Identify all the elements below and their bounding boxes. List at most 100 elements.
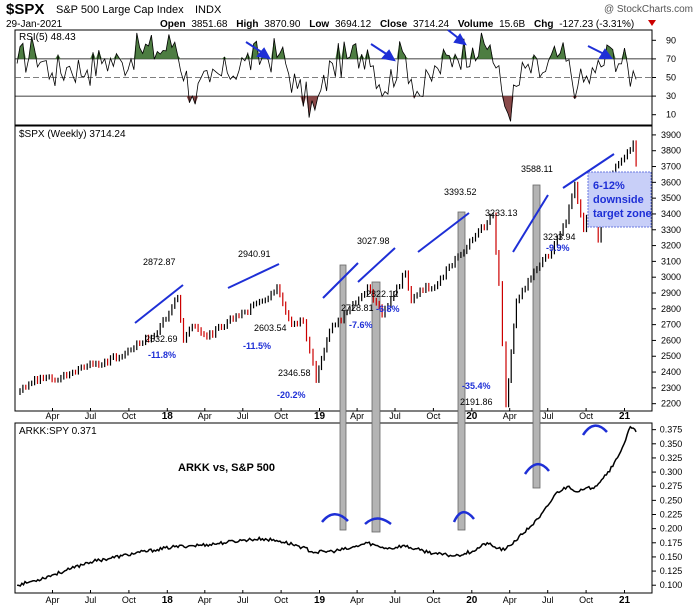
price-ytick-6: 2800 <box>661 304 681 314</box>
ratio-arcs <box>321 424 608 526</box>
axes: 10 30 50 70 90 2200 2300 2400 2500 2600 2700 2800 29… <box>45 35 682 606</box>
ratio-xtick-5: Jul <box>237 595 249 605</box>
price-ytick-0: 2200 <box>661 399 681 409</box>
annotation-2532: 2532.69 <box>145 334 178 344</box>
volume-value: 15.6B <box>499 19 525 30</box>
price-xtick-2: Oct <box>122 411 137 421</box>
index-name: S&P 500 Large Cap Index <box>56 4 184 16</box>
annotation-2940: 2940.91 <box>238 249 271 259</box>
price-ytick-7: 2900 <box>661 288 681 298</box>
ratio-ytick-10: 0.350 <box>660 439 683 449</box>
ratio-annotation: ARKK vs, S&P 500 <box>178 462 275 474</box>
price-xtick-4: Apr <box>198 411 212 421</box>
price-plot <box>19 140 637 408</box>
ratio-ytick-7: 0.275 <box>660 481 683 491</box>
ratio-ytick-9: 0.325 <box>660 453 683 463</box>
rsi-ytick-4: 90 <box>666 35 676 45</box>
price-ytick-4: 2600 <box>661 335 681 345</box>
price-ytick-14: 3600 <box>661 177 681 187</box>
volume-label: Volume <box>458 19 494 30</box>
price-ytick-10: 3200 <box>661 241 681 251</box>
zone-label-1: 6-12% <box>593 180 625 192</box>
rsi-plot <box>15 32 652 122</box>
correction-column-3 <box>532 184 541 489</box>
trendline-2018-q1 <box>134 284 184 324</box>
open-label: Open <box>160 19 186 30</box>
price-ytick-13: 3500 <box>661 193 681 203</box>
annotation-3588: 3588.11 <box>521 164 553 174</box>
close-value: 3714.24 <box>413 19 450 30</box>
arrow-head-2-icon <box>381 49 396 62</box>
annotation-3233-b: 3233.94 <box>543 232 576 242</box>
annotation-drop-6-8: -6.8% <box>376 304 400 314</box>
down-arrow-icon <box>648 20 656 26</box>
annotation-2603: 2603.54 <box>254 323 287 333</box>
price-xtick-11: 20 <box>466 411 478 422</box>
price-ytick-3: 2500 <box>661 351 681 361</box>
ratio-xtick-0: Apr <box>45 595 59 605</box>
price-title: $SPX (Weekly) 3714.24 <box>19 129 126 140</box>
annotation-3027: 3027.98 <box>357 236 390 246</box>
price-xtick-15: 21 <box>619 411 631 422</box>
ratio-ytick-3: 0.175 <box>660 538 683 548</box>
ratio-xtick-8: Apr <box>350 595 364 605</box>
trendline-2021 <box>562 153 615 189</box>
low-value: 3694.12 <box>335 19 372 30</box>
price-xtick-1: Jul <box>85 411 97 421</box>
ratio-xtick-11: 20 <box>466 595 478 606</box>
annotation-2346: 2346.58 <box>278 368 311 378</box>
arrow-head-1-icon <box>256 47 271 60</box>
trendline-2020-q3 <box>512 194 549 253</box>
ohlc-readout: Open 3851.68 High 3870.90 Low 3694.12 Cl… <box>160 19 634 30</box>
ratio-ytick-8: 0.300 <box>660 467 683 477</box>
low-label: Low <box>309 19 329 30</box>
trendline-2019-q2 <box>322 262 359 299</box>
price-xtick-12: Apr <box>503 411 517 421</box>
price-ytick-2: 2400 <box>661 367 681 377</box>
annotation-2822: 2822.12 <box>366 289 399 299</box>
price-xtick-10: Oct <box>426 411 441 421</box>
open-value: 3851.68 <box>191 19 228 30</box>
ratio-xtick-3: 18 <box>162 595 174 606</box>
price-xtick-9: Jul <box>389 411 401 421</box>
rsi-ytick-0: 10 <box>666 110 676 120</box>
ratio-xtick-9: Jul <box>389 595 401 605</box>
date-label: 29-Jan-2021 <box>6 19 63 30</box>
ratio-xtick-12: Apr <box>503 595 517 605</box>
high-value: 3870.90 <box>264 19 301 30</box>
price-xtick-13: Jul <box>542 411 554 421</box>
trendlines <box>134 153 615 324</box>
correction-shading <box>339 184 541 533</box>
ratio-xtick-13: Jul <box>542 595 554 605</box>
trendline-2019-q3 <box>357 247 396 283</box>
price-ytick-9: 3100 <box>661 256 681 266</box>
rsi-ytick-1: 30 <box>666 91 676 101</box>
ratio-title: ARKK:SPY 0.371 <box>19 426 97 437</box>
ratio-xtick-14: Oct <box>579 595 594 605</box>
rsi-title: RSI(5) 48.43 <box>19 32 76 43</box>
price-ytick-17: 3900 <box>661 130 681 140</box>
ratio-ytick-6: 0.250 <box>660 495 683 505</box>
annotation-drop-11-8: -11.8% <box>148 350 176 360</box>
ratio-ytick-2: 0.150 <box>660 552 683 562</box>
exchange-label: INDX <box>195 4 222 16</box>
ratio-xtick-6: Oct <box>274 595 289 605</box>
price-xtick-8: Apr <box>350 411 364 421</box>
ratio-arc-1 <box>321 513 349 523</box>
ratio-ytick-5: 0.225 <box>660 510 683 520</box>
ratio-xtick-10: Oct <box>426 595 441 605</box>
ratio-plot <box>17 425 637 587</box>
high-label: High <box>236 19 258 30</box>
annotation-drop-9-9: -9.9% <box>546 243 570 253</box>
rsi-ytick-2: 50 <box>666 73 676 83</box>
ratio-ytick-11: 0.375 <box>660 425 683 435</box>
ratio-arc-2 <box>364 517 392 526</box>
price-xtick-5: Jul <box>237 411 249 421</box>
symbol-label: $SPX <box>6 1 44 18</box>
price-ytick-11: 3300 <box>661 225 681 235</box>
annotation-drop-20-2: -20.2% <box>277 390 306 400</box>
annotation-3393: 3393.52 <box>444 187 477 197</box>
ratio-ytick-1: 0.125 <box>660 566 683 576</box>
close-label: Close <box>380 19 408 30</box>
chg-label: Chg <box>534 19 553 30</box>
